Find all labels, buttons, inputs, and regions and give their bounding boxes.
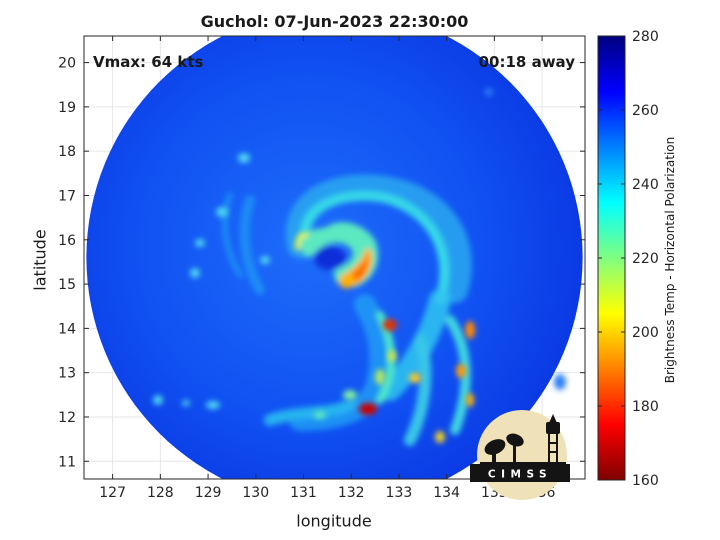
y-tick-label: 12	[58, 410, 76, 426]
x-tick-label: 132	[338, 485, 365, 501]
y-tick-label: 20	[58, 56, 76, 72]
microwave-swath	[86, 36, 583, 479]
y-tick-label: 17	[58, 188, 76, 204]
y-tick-label: 18	[58, 144, 76, 160]
colorbar	[597, 35, 626, 481]
map-title: Guchol: 07-Jun-2023 22:30:00	[200, 12, 469, 31]
x-tick-label: 134	[433, 485, 460, 501]
colorbar-tick-label: 180	[632, 399, 659, 415]
colorbar-tick-label: 280	[632, 29, 659, 45]
y-tick-label: 19	[58, 100, 76, 116]
y-tick-label: 15	[58, 277, 76, 293]
logo-text: CIMSS	[488, 469, 552, 481]
colorbar-tick-label: 260	[632, 103, 659, 119]
x-tick-label: 133	[386, 485, 413, 501]
x-tick-label: 129	[195, 485, 222, 501]
colorbar-ticks: 160 180 200 220 240 260 280	[598, 29, 659, 489]
y-tick-label: 11	[58, 454, 76, 470]
y-axis-label: latitude	[30, 229, 50, 291]
x-axis-ticks: 127128129130131132133134135136	[99, 36, 556, 501]
y-tick-label: 13	[58, 366, 76, 382]
x-tick-label: 127	[99, 485, 126, 501]
colorbar-label: Brightness Temp - Horizontal Polarizatio…	[663, 136, 677, 384]
colorbar-tick-label: 220	[632, 251, 659, 267]
y-tick-label: 16	[58, 233, 76, 249]
vmax-annotation: Vmax: 64 kts	[93, 53, 204, 71]
x-tick-label: 128	[147, 485, 174, 501]
x-axis-label: longitude	[296, 511, 372, 531]
colorbar-tick-label: 240	[632, 177, 659, 193]
x-tick-label: 131	[290, 485, 317, 501]
x-tick-label: 130	[242, 485, 269, 501]
colorbar-tick-label: 200	[632, 325, 659, 341]
time-offset-annotation: 00:18 away	[478, 53, 575, 71]
y-tick-label: 14	[58, 321, 76, 337]
cimss-logo: CIMSS	[470, 410, 570, 500]
colorbar-tick-label: 160	[632, 473, 659, 489]
y-axis-ticks: 11 12 13 14 15 16 17 18 19 20	[58, 56, 585, 470]
